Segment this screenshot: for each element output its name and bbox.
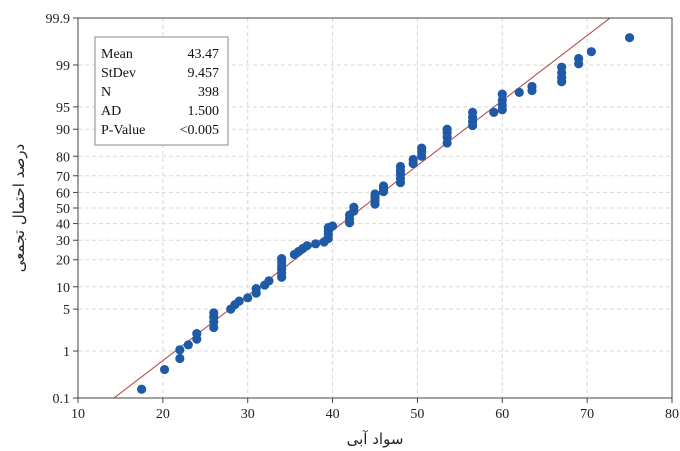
data-point [234,296,244,306]
data-point [417,143,427,153]
data-point [586,47,596,57]
y-axis-title: درصد احتمال تجمعی [10,144,28,272]
data-point [349,202,359,212]
x-tick-label: 60 [495,407,509,422]
y-tick-label: 95 [56,101,70,116]
stat-value: 1.500 [188,104,220,119]
data-point [277,254,287,264]
data-point [514,87,524,97]
data-point [302,241,312,251]
data-point [557,62,567,72]
data-point [183,340,193,350]
data-point [137,384,147,394]
y-tick-label: 80 [56,150,70,165]
stat-label: P-Value [101,123,145,138]
stat-label: N [101,85,111,100]
data-point [175,345,185,355]
data-points [137,33,635,394]
y-tick-label: 40 [56,218,70,233]
stat-label: AD [101,104,121,119]
data-point [159,364,170,375]
x-tick-label: 20 [156,407,170,422]
x-axis-title: سواد آبی [347,430,404,448]
data-point [311,239,321,249]
data-point [497,89,507,99]
x-tick-label: 30 [241,407,255,422]
x-tick-label: 50 [410,407,424,422]
data-point [527,81,537,92]
data-point [395,161,406,172]
y-tick-label: 5 [63,303,70,318]
stats-box-frame [94,36,229,146]
y-tick-label: 99 [56,59,70,74]
y-tick-label: 10 [56,281,70,296]
stat-label: StDev [101,66,136,81]
x-axis: 10 20 30 40 50 60 70 80 [71,398,679,422]
data-point [624,33,635,43]
y-tick-label: 90 [56,123,70,138]
data-point [378,181,389,191]
data-point [467,107,478,118]
data-point [175,353,185,364]
stat-value: 398 [198,85,219,100]
y-tick-label: 50 [56,202,70,217]
y-tick-label: 30 [56,234,70,249]
data-point [243,293,253,303]
data-point [370,189,380,199]
y-tick-label: 99.9 [46,12,71,27]
data-point [442,124,452,134]
data-point [408,154,418,165]
x-tick-label: 40 [326,407,340,422]
x-tick-label: 10 [71,407,85,422]
data-point [264,276,274,286]
y-tick-label: 70 [56,170,70,185]
y-tick-label: 0.1 [53,392,71,407]
x-tick-label: 70 [580,407,594,422]
data-point [251,283,261,294]
y-tick-label: 60 [56,186,70,201]
stats-box: Mean 43.47 StDev 9.457 N 398 AD 1.500 P-Value <0.… [94,36,229,146]
y-tick-label: 1 [63,345,70,360]
stat-value: <0.005 [180,123,219,138]
data-point [192,329,202,339]
x-tick-label: 80 [665,407,679,422]
data-point [574,53,584,64]
data-point [489,107,499,118]
data-point [327,221,338,231]
data-point [209,308,219,318]
stat-value: 43.47 [188,47,220,62]
stat-value: 9.457 [188,66,220,81]
y-tick-label: 20 [56,254,70,269]
stat-label: Mean [101,47,133,62]
